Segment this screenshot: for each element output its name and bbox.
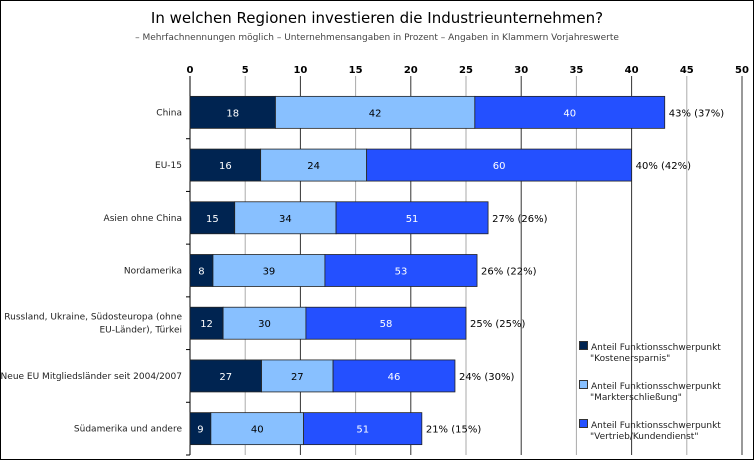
legend-swatch xyxy=(579,380,588,389)
data-label: 9 xyxy=(197,425,203,436)
category-label: Südamerika und andere xyxy=(74,425,183,435)
data-label: 40 xyxy=(251,425,264,436)
x-tick-label: 50 xyxy=(735,65,749,76)
x-tick-label: 30 xyxy=(514,65,528,76)
total-label: 40% (42%) xyxy=(636,161,692,172)
total-label: 43% (37%) xyxy=(669,108,725,119)
x-tick-label: 15 xyxy=(349,65,363,76)
total-label: 27% (26%) xyxy=(492,214,548,225)
data-label: 40 xyxy=(563,108,576,119)
total-label: 24% (30%) xyxy=(459,372,515,383)
legend-label: "Markterschließung" xyxy=(590,393,682,403)
x-tick-label: 20 xyxy=(404,65,418,76)
category-label: Asien ohne China xyxy=(104,214,182,224)
data-label: 27 xyxy=(219,372,232,383)
legend-label: Anteil Funktionsschwerpunkt xyxy=(591,382,721,392)
bar-segment xyxy=(305,306,467,340)
x-tick-label: 45 xyxy=(680,65,694,76)
data-label: 53 xyxy=(395,267,408,278)
bar-segment xyxy=(275,95,476,129)
legend-swatch xyxy=(579,419,588,428)
bar-segment xyxy=(222,306,307,340)
legend-label: "Kostenersparnis" xyxy=(590,354,671,364)
bar-segment xyxy=(324,254,478,287)
bar-segment xyxy=(260,148,368,182)
category-label: EU-Länder), Türkei xyxy=(99,326,182,336)
bar-segment xyxy=(366,148,633,182)
x-tick-label: 5 xyxy=(242,65,249,76)
data-label: 16 xyxy=(219,161,232,172)
bar-segment xyxy=(189,201,236,235)
category-label: Neue EU Mitgliedsländer seit 2004/2007 xyxy=(1,372,182,382)
x-tick-label: 25 xyxy=(459,65,473,76)
chart-title: In welchen Regionen investieren die Indu… xyxy=(150,9,604,27)
data-label: 58 xyxy=(380,319,393,330)
category-label: China xyxy=(156,108,182,118)
legend-item-markterschliessung: Anteil Funktionsschwerpunkt "Markterschl… xyxy=(579,380,721,404)
data-label: 27 xyxy=(291,372,304,383)
legend-item-vertrieb: Anteil Funktionsschwerpunkt "Vertrieb/Ku… xyxy=(579,419,721,443)
total-label: 26% (22%) xyxy=(481,267,537,278)
data-label: 51 xyxy=(406,214,419,225)
legend-label: "Vertrieb/Kundendienst" xyxy=(590,432,699,442)
bar-segment xyxy=(210,412,305,446)
data-label: 15 xyxy=(206,214,219,225)
data-label: 39 xyxy=(263,267,276,278)
legend-item-kostenersparnis: Anteil Funktionsschwerpunkt "Kostenerspa… xyxy=(579,341,721,365)
bar-segment xyxy=(234,201,337,235)
x-tick-label: 10 xyxy=(293,65,307,76)
bar-segment xyxy=(189,148,262,182)
data-label: 24 xyxy=(307,161,320,172)
data-label: 42 xyxy=(369,108,382,119)
legend-label: Anteil Funktionsschwerpunkt xyxy=(591,421,721,431)
bar-segment xyxy=(189,95,276,129)
total-label: 25% (25%) xyxy=(470,319,526,330)
category-label: EU-15 xyxy=(155,161,182,171)
data-label: 12 xyxy=(200,319,213,330)
legend-label: Anteil Funktionsschwerpunkt xyxy=(591,343,721,353)
data-label: 30 xyxy=(258,319,271,330)
data-label: 34 xyxy=(279,214,292,225)
category-label: Russland, Ukraine, Südosteuropa (ohne xyxy=(4,313,182,323)
bar-segment xyxy=(189,359,262,393)
category-label: Nordamerika xyxy=(124,267,182,277)
data-label: 8 xyxy=(198,267,204,278)
data-label: 18 xyxy=(226,108,239,119)
chart-subtitle: – Mehrfachnennungen möglich – Unternehme… xyxy=(135,33,619,43)
bar-segment xyxy=(303,412,423,446)
total-label: 21% (15%) xyxy=(426,425,482,436)
legend-swatch xyxy=(579,341,588,350)
x-tick-label: 35 xyxy=(569,65,583,76)
data-label: 51 xyxy=(356,425,369,436)
x-tick-label: 40 xyxy=(625,65,639,76)
bar-segment xyxy=(335,201,489,235)
bar-segment xyxy=(474,95,666,129)
data-label: 60 xyxy=(493,161,506,172)
bar-segment xyxy=(212,254,326,287)
data-label: 46 xyxy=(388,372,401,383)
bar-segment xyxy=(332,359,456,393)
x-tick-label: 0 xyxy=(187,65,194,76)
